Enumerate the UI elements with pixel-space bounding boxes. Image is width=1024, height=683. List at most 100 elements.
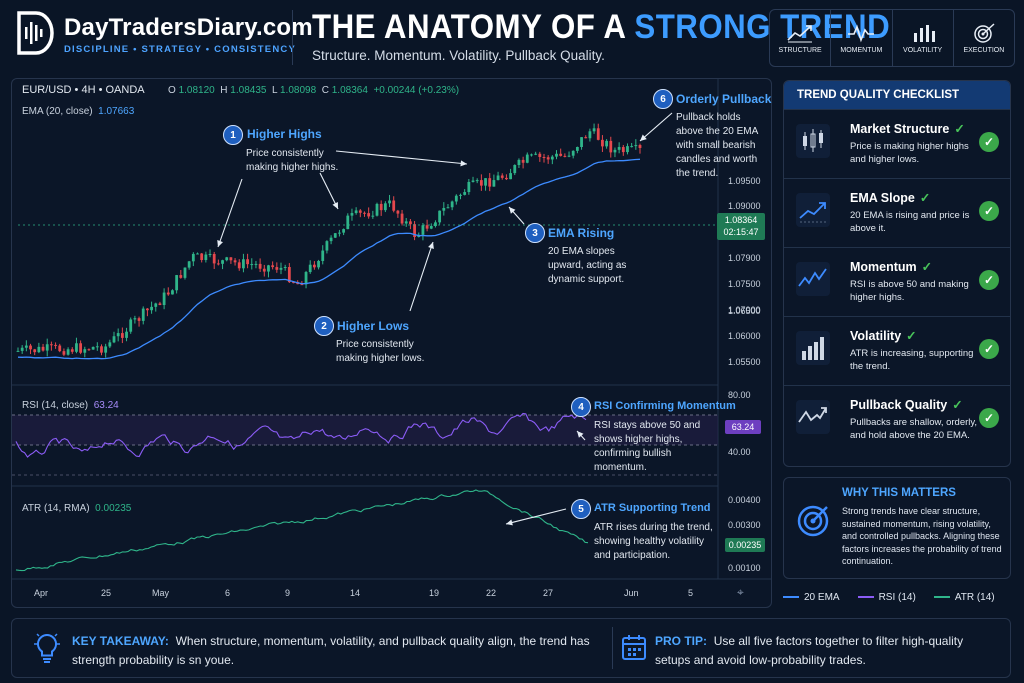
x-tick: 5 [688, 588, 694, 598]
candle-body [613, 149, 617, 153]
candle-body [37, 346, 41, 353]
key-takeaway: KEY TAKEAWAY: When structure, momentum, … [72, 634, 590, 667]
annotation-arrow-head [640, 134, 647, 141]
candle-body [626, 146, 629, 153]
annotation-arrow-head [577, 431, 584, 438]
atr-label: ATR (14, RMA) 0.00235 [22, 503, 132, 514]
price-tick: 1.07900 [728, 253, 761, 263]
bars-icon [913, 24, 935, 42]
structure-label: STRUCTURE [778, 46, 822, 54]
candle-body [100, 346, 103, 353]
annotation-arrow [639, 112, 673, 142]
candle-body [70, 349, 74, 352]
annotation-4-body: RSI stays above 50 and shows higher high… [594, 420, 701, 473]
rsi-line [15, 412, 587, 458]
check-circle-icon: ✓ [979, 201, 999, 221]
rsi-tick: 80.00 [728, 390, 751, 400]
candle-body [538, 153, 542, 158]
check-circle-icon: ✓ [979, 132, 999, 152]
candle-body [500, 175, 504, 178]
checklist-item-pullback: Pullback Quality ✓ Pullbacks are shallow,… [784, 385, 1010, 466]
pulse-icon [848, 24, 875, 42]
volatility-bars-icon [796, 331, 830, 365]
candle-body [171, 290, 174, 295]
price-tick: 1.09500 [728, 176, 761, 186]
candle-body [200, 253, 204, 261]
legend-ema: 20 EMA [783, 592, 840, 603]
price-badge: 1.08364 02:15:47 [717, 213, 765, 240]
checklist-item-title: Momentum ✓ [850, 260, 933, 274]
candle-body [371, 215, 375, 217]
checklist-item-volatility: Volatility ✓ ATR is increasing, supportin… [784, 316, 1010, 383]
candle-body [367, 213, 371, 217]
x-tick: 27 [543, 588, 554, 598]
candle-body [496, 175, 500, 181]
candle-body [146, 308, 149, 311]
execution-tab[interactable]: EXECUTION [954, 10, 1014, 66]
candle-body [338, 232, 341, 234]
annotation-4-badge: 4 [571, 397, 591, 417]
x-tick: 22 [486, 588, 497, 598]
candle-body [525, 154, 529, 163]
annotation-2-badge: 2 [314, 316, 334, 336]
candle-body [350, 213, 354, 216]
ema-label: EMA (20, close) 1.07663 [22, 106, 135, 117]
candle-body [333, 233, 337, 238]
candle-body [634, 145, 638, 147]
candle-body [421, 225, 425, 235]
checklist-item-ema: EMA Slope ✓ 20 EMA is rising and price is… [784, 178, 1010, 245]
volatility-tab[interactable]: VOLATILITY [893, 10, 954, 66]
candle-body [66, 349, 70, 355]
candle-body [267, 265, 270, 272]
candle-body [166, 292, 170, 295]
candle-body [262, 268, 266, 272]
candle-body [254, 263, 258, 265]
candle-body [354, 210, 358, 214]
why-panel: WHY THIS MATTERS Strong trends have clea… [783, 477, 1011, 579]
chart-symbol: EUR/USD • 4H • OANDA [22, 84, 145, 96]
candle-body [588, 131, 592, 139]
candle-body [196, 253, 199, 255]
checklist-item-title: Pullback Quality ✓ [850, 398, 963, 412]
trend-line-icon [787, 24, 813, 42]
candle-body [409, 221, 412, 225]
annotation-6-body: Pullback holds above the 20 EMA with sma… [676, 112, 758, 179]
candle-body [75, 343, 78, 352]
takeaway-panel: KEY TAKEAWAY: When structure, momentum, … [11, 618, 1011, 678]
crosshair-icon[interactable]: ⌖ [737, 585, 744, 599]
candle-body [479, 180, 483, 186]
candle-body [54, 344, 57, 346]
candle-body [150, 306, 153, 311]
checklist-item-desc: Pullbacks are shallow, orderly, and hold… [850, 417, 978, 441]
check-circle-icon: ✓ [979, 270, 999, 290]
candle-body [212, 253, 216, 264]
annotation-arrow-head [332, 202, 338, 209]
candle-body [258, 263, 262, 269]
candle-body [246, 259, 249, 265]
chart-canvas[interactable] [12, 79, 771, 607]
x-tick: 6 [225, 588, 231, 598]
price-tick: 1.07500 [728, 279, 761, 289]
candle-body [287, 267, 291, 283]
target-arrow-icon [797, 505, 829, 537]
candle-body [312, 264, 316, 268]
annotation-arrow [319, 172, 339, 210]
momentum-tab[interactable]: MOMENTUM [831, 10, 893, 66]
candle-body [617, 147, 621, 150]
candle-body [237, 262, 241, 269]
structure-tab[interactable]: STRUCTURE [770, 10, 832, 66]
candle-body [546, 157, 550, 160]
atr-tick: 0.00100 [728, 563, 761, 573]
annotation-arrow-head [428, 242, 434, 249]
candle-body [87, 349, 91, 351]
candle-body [283, 267, 287, 269]
annotation-arrow-head [460, 160, 467, 167]
brand-name: DayTradersDiary.com [64, 14, 313, 41]
candle-body [396, 210, 400, 214]
candle-body [58, 345, 62, 352]
candle-body [530, 154, 533, 156]
candle-body [29, 345, 32, 350]
candle-body [567, 155, 571, 157]
x-tick: May [152, 588, 170, 598]
candle-body [513, 165, 517, 174]
